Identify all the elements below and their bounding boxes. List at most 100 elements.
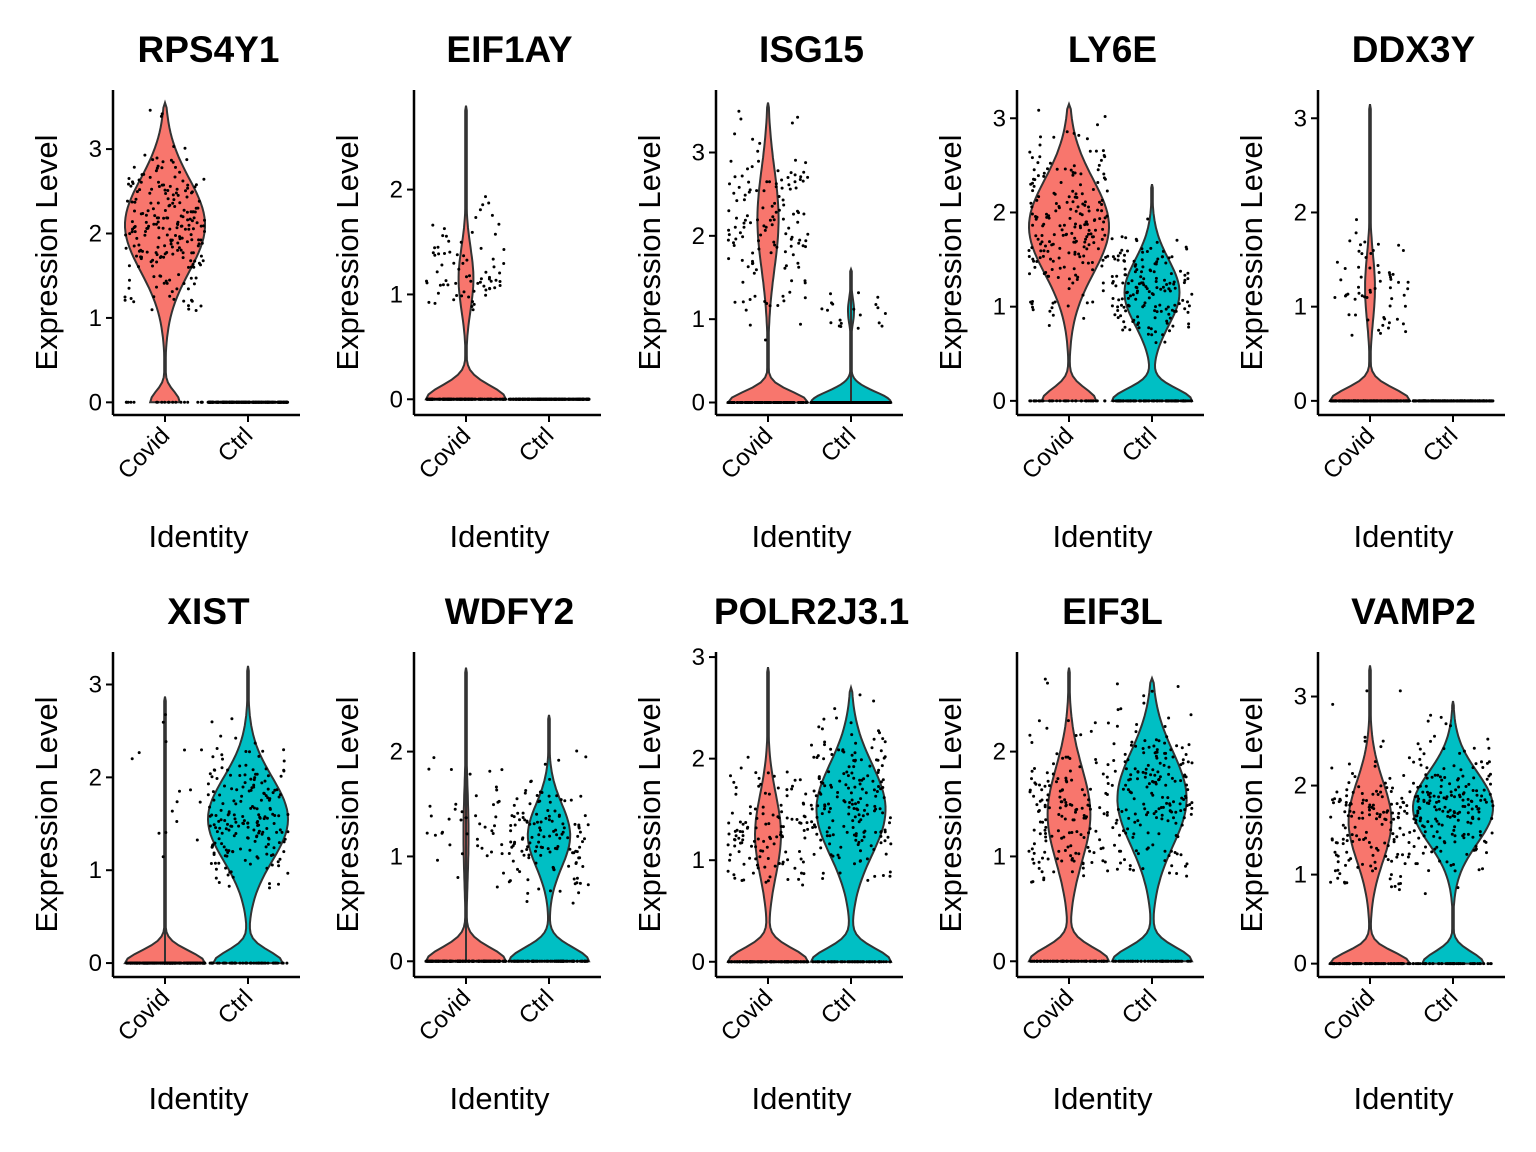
- data-point: [816, 960, 819, 964]
- data-point: [1085, 137, 1089, 141]
- data-point: [184, 961, 188, 965]
- data-point: [1173, 779, 1177, 783]
- data-point: [1096, 168, 1100, 172]
- data-point: [282, 759, 286, 763]
- data-point: [161, 855, 165, 859]
- data-point: [845, 830, 849, 834]
- data-point: [169, 242, 173, 246]
- data-point: [453, 807, 457, 811]
- data-point: [1049, 257, 1052, 261]
- data-point: [727, 209, 731, 213]
- data-point: [544, 816, 548, 820]
- data-point: [763, 300, 767, 303]
- data-point: [575, 959, 579, 963]
- data-point: [789, 171, 793, 175]
- data-point: [750, 844, 753, 848]
- data-point: [1073, 225, 1077, 229]
- data-point: [1056, 829, 1060, 833]
- data-point: [1170, 959, 1173, 963]
- data-point: [1091, 300, 1095, 304]
- data-point: [239, 799, 243, 803]
- y-axis-label: Expression Level: [933, 134, 968, 370]
- data-point: [746, 167, 749, 171]
- data-point: [1042, 959, 1046, 963]
- data-point: [190, 238, 194, 242]
- data-point: [174, 400, 178, 404]
- data-point: [212, 798, 216, 802]
- data-point: [1340, 399, 1344, 403]
- data-point: [1347, 762, 1351, 766]
- data-point: [513, 840, 517, 844]
- data-point: [850, 802, 854, 806]
- data-point: [1351, 962, 1355, 966]
- x-tick-label: Ctrl: [514, 984, 559, 1029]
- data-point: [1399, 875, 1403, 878]
- data-point: [1067, 251, 1071, 255]
- data-point: [1397, 399, 1400, 403]
- data-point: [876, 771, 880, 774]
- data-point: [214, 867, 218, 871]
- data-point: [182, 282, 186, 285]
- data-point: [1103, 399, 1107, 403]
- x-tick-label: Covid: [113, 984, 175, 1046]
- data-point: [427, 767, 431, 771]
- data-point: [456, 876, 460, 879]
- data-point: [801, 860, 805, 864]
- data-point: [498, 271, 502, 275]
- y-tick-label: 0: [390, 386, 403, 413]
- data-point: [467, 295, 471, 299]
- data-point: [1399, 805, 1402, 809]
- data-point: [1087, 798, 1091, 802]
- data-point: [425, 831, 429, 835]
- data-point: [1361, 816, 1365, 820]
- data-point: [177, 273, 181, 277]
- data-point: [881, 811, 885, 815]
- data-point: [1170, 255, 1174, 259]
- data-point: [1044, 818, 1048, 822]
- data-point: [1149, 269, 1153, 273]
- data-point: [1136, 323, 1140, 326]
- data-point: [527, 856, 531, 860]
- data-point: [1185, 247, 1189, 251]
- data-point: [1030, 212, 1034, 216]
- data-point: [1085, 235, 1089, 239]
- data-point: [1379, 331, 1382, 335]
- data-point: [783, 960, 786, 964]
- data-point: [1035, 198, 1039, 202]
- data-point: [214, 826, 218, 830]
- x-tick-label: Ctrl: [816, 422, 861, 467]
- y-tick-label: 0: [1294, 388, 1307, 415]
- data-point: [433, 246, 437, 250]
- data-point: [179, 214, 183, 218]
- data-point: [1091, 399, 1095, 403]
- data-point: [819, 838, 823, 842]
- data-point: [261, 749, 265, 753]
- data-point: [256, 824, 260, 827]
- data-point: [1364, 830, 1368, 834]
- data-point: [1028, 272, 1031, 276]
- data-point: [1172, 282, 1176, 286]
- data-point: [1146, 811, 1150, 814]
- data-point: [1153, 316, 1157, 320]
- data-point: [1402, 293, 1406, 297]
- y-axis-label: Expression Level: [1234, 134, 1269, 370]
- data-point: [858, 782, 862, 786]
- data-point: [1166, 796, 1170, 800]
- data-point: [1403, 809, 1407, 813]
- data-point: [529, 780, 533, 784]
- data-point: [1030, 777, 1033, 781]
- data-point: [837, 748, 841, 752]
- data-point: [1132, 259, 1136, 263]
- data-point: [1408, 962, 1411, 966]
- data-point: [1038, 143, 1042, 147]
- data-point: [525, 900, 529, 903]
- data-point: [427, 300, 431, 304]
- data-point: [838, 779, 842, 783]
- data-point: [1084, 237, 1088, 241]
- data-point: [1100, 264, 1104, 268]
- data-point: [521, 811, 525, 815]
- data-point: [835, 716, 838, 720]
- data-point: [1368, 813, 1371, 817]
- data-point: [827, 810, 831, 814]
